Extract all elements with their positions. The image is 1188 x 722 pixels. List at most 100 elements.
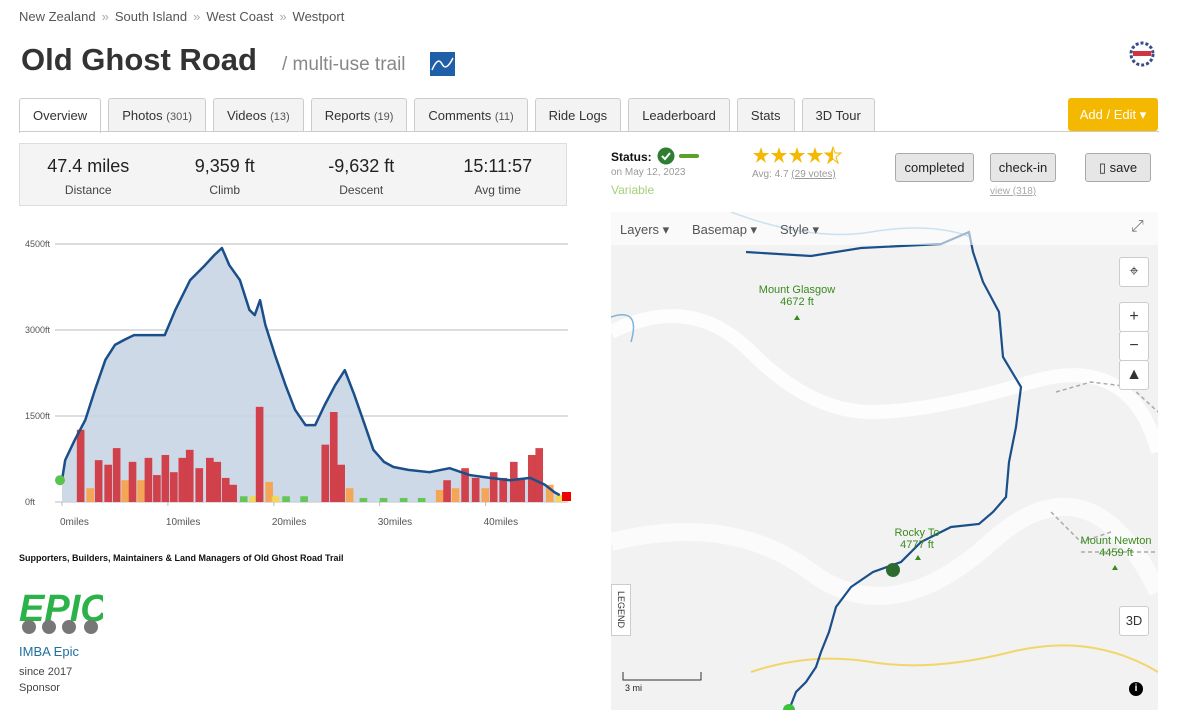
compass[interactable]: ▲ [1119, 360, 1149, 390]
stat-label: Avg time [474, 183, 521, 197]
grade-bar [76, 429, 85, 502]
breadcrumb: New Zealand » South Island » West Coast » West… [19, 9, 344, 24]
grade-bar [104, 464, 112, 502]
locate-button[interactable]: ⌖ [1119, 257, 1149, 287]
tab-bar: Overview Photos (301) Videos (13) Report… [19, 98, 875, 133]
map[interactable]: Layers ▾ Basemap ▾ Style ▾ Mount Glasgow… [611, 212, 1158, 710]
tab[interactable]: Leaderboard [628, 98, 730, 132]
grade-bar [535, 448, 544, 502]
supporters-heading: Supporters, Builders, Maintainers & Land… [19, 553, 344, 563]
stat-value: 15:11:57 [463, 156, 533, 176]
grade-bar [481, 488, 490, 502]
map-control[interactable]: Basemap ▾ [692, 222, 758, 237]
map-control[interactable]: Style ▾ [780, 222, 820, 237]
y-tick-label: 4500ft [25, 239, 51, 249]
save-button[interactable]: ▯ save [1085, 153, 1151, 182]
grade-bar [271, 496, 280, 502]
crumb[interactable]: West Coast [206, 9, 274, 24]
x-tick-label: 10miles [166, 517, 200, 528]
grade-bar [128, 461, 137, 502]
grade-bar [509, 461, 518, 502]
zoom-in[interactable]: + [1119, 302, 1149, 332]
tab[interactable]: Comments (11) [414, 98, 528, 132]
fullscreen-button[interactable]: ⤢ [1131, 218, 1144, 235]
grade-bar [489, 472, 498, 502]
grade-bar [195, 468, 204, 502]
grade-bar [517, 477, 526, 502]
tab[interactable]: 3D Tour [801, 98, 875, 132]
peak-name: Mount Newton [1080, 535, 1152, 547]
tab-label: Ride Logs [548, 108, 608, 123]
grade-bar [94, 460, 103, 502]
crumb-sep: » [279, 9, 287, 24]
grade-bar [451, 488, 460, 502]
grade-bar [170, 472, 178, 502]
elevation-chart: 0ft 1500ft 3000ft 4500ft 0miles 10miles 20mile… [25, 239, 571, 528]
end-marker [562, 492, 571, 501]
grade-bar [221, 477, 230, 502]
status-icon [657, 147, 699, 165]
add-edit-button[interactable]: Add / Edit ▾ [1068, 98, 1158, 131]
checkin-button[interactable]: check-in [990, 153, 1056, 182]
three-d-button[interactable]: 3D [1119, 606, 1149, 636]
map-control[interactable]: Layers ▾ [620, 222, 670, 237]
stars [753, 146, 843, 164]
peak-label: Rocky To 4777 ft [877, 527, 957, 551]
supporter-name[interactable]: IMBA Epic [19, 644, 79, 659]
area [62, 248, 560, 502]
stat: 47.4 miles Distance [20, 144, 157, 205]
tab[interactable]: Ride Logs [534, 98, 622, 132]
tab[interactable]: Reports (19) [310, 98, 408, 132]
epic-logo[interactable]: EPIC [19, 585, 103, 637]
grade-bar [555, 495, 564, 502]
grade-bar [379, 497, 388, 502]
tab[interactable]: Photos (301) [108, 98, 206, 132]
y-tick-label: 3000ft [25, 325, 51, 335]
grade-bar [337, 464, 345, 502]
trail-title: Old Ghost Road [21, 42, 257, 77]
stat: 9,359 ft Climb [157, 144, 294, 205]
button-label: Add / Edit [1079, 107, 1137, 122]
control-label: Layers [620, 222, 660, 237]
tab-label: Videos [226, 108, 267, 123]
tab-line [19, 131, 1159, 132]
crumb[interactable]: South Island [114, 9, 188, 24]
control-label: Style [780, 222, 809, 237]
completed-button[interactable]: completed [895, 153, 974, 182]
tab[interactable]: Stats [736, 98, 795, 132]
tab-count: (301) [166, 111, 192, 123]
peak-label: Mount Newton 4459 ft [1066, 535, 1158, 559]
grade-bar [249, 496, 258, 502]
grade-bar [161, 454, 170, 502]
grade-bar [121, 480, 129, 502]
checkin-views[interactable]: view (318) [990, 186, 1037, 197]
crumb[interactable]: New Zealand [19, 9, 96, 24]
site-logo[interactable] [1129, 41, 1155, 67]
peak-elevation: 4777 ft [900, 539, 934, 551]
grade-bar [185, 449, 194, 502]
grade-bar [471, 477, 480, 502]
crumb[interactable]: Westport [292, 9, 345, 24]
tab-label: Leaderboard [642, 108, 716, 123]
tab-label: Reports [324, 108, 371, 123]
y-tick-label: 1500ft [25, 411, 51, 421]
tab[interactable]: Overview [19, 98, 102, 133]
grade-bar [86, 488, 94, 502]
rating-votes[interactable]: (29 votes) [791, 169, 836, 180]
tab-count: (19) [373, 111, 394, 123]
peak-name: Rocky To [894, 527, 940, 539]
grade-bar [345, 488, 354, 502]
crumb-sep: » [193, 9, 201, 24]
grade-bar [417, 497, 426, 502]
x-tick-label: 0miles [60, 517, 89, 528]
tab[interactable]: Videos (13) [212, 98, 304, 132]
zoom-out[interactable]: − [1119, 331, 1149, 361]
grade-bar [329, 411, 338, 502]
stat-label: Climb [209, 183, 241, 197]
legend-toggle[interactable]: LEGEND [611, 584, 631, 636]
scale-label: 3 mi [625, 683, 643, 693]
rating-stars[interactable] [752, 146, 844, 164]
tab-label: Overview [33, 108, 88, 123]
grade-bar [359, 497, 368, 502]
info-button[interactable]: i [1129, 682, 1143, 696]
